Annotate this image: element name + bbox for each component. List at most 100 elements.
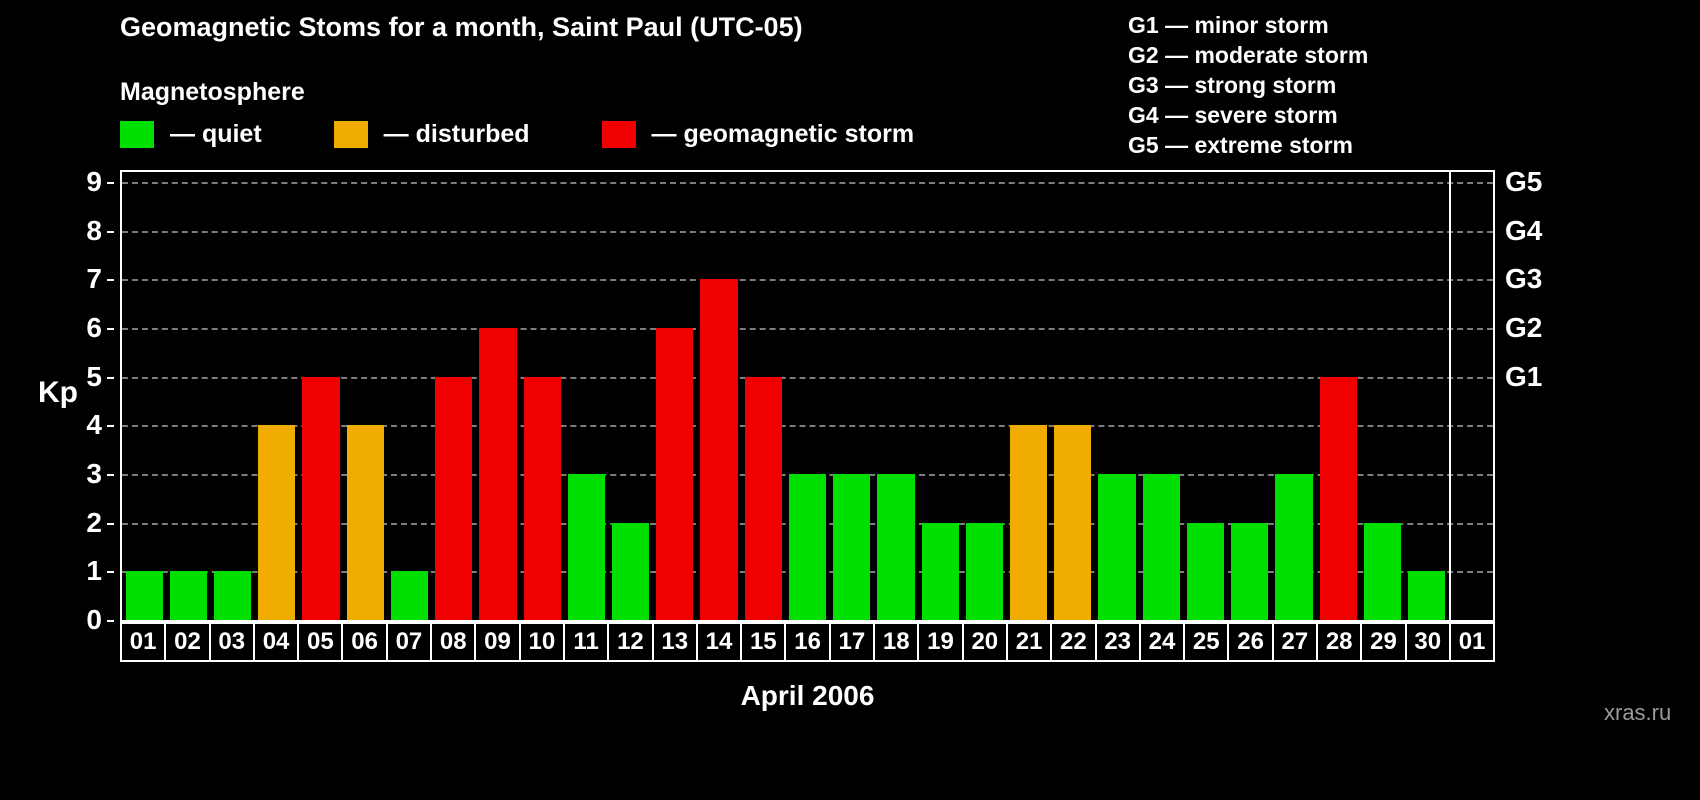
day-cell-05: 05 <box>297 622 344 662</box>
day-cell-25: 25 <box>1183 622 1230 662</box>
y-tick-label-4: 4 <box>86 409 102 441</box>
y-tick-mark-8 <box>107 230 114 233</box>
y-tick-mark-6 <box>107 328 114 330</box>
y-tick-mark-4 <box>107 425 114 428</box>
kp-bar-day-21 <box>1010 425 1048 620</box>
y-tick-mark-1 <box>107 571 114 574</box>
y-tick-mark-9 <box>107 182 114 184</box>
day-cell-17: 17 <box>828 622 876 662</box>
y-tick-mark-0 <box>107 620 114 622</box>
kp-bar-day-27 <box>1275 474 1313 620</box>
day-cell-01: 01 <box>120 622 167 662</box>
y-tick-label-9: 9 <box>86 166 102 197</box>
day-cell-21: 21 <box>1005 622 1053 662</box>
kp-bar-day-03 <box>213 571 252 620</box>
storm-scale-legend: G1 — minor storm G2 — moderate storm G3 … <box>1128 10 1368 160</box>
y-tick-label-0: 0 <box>86 604 102 635</box>
kp-bar-day-19 <box>921 522 959 620</box>
kp-bar-day-25 <box>1186 522 1225 620</box>
kp-bar-day-04 <box>258 425 296 620</box>
kp-bar-day-23 <box>1098 474 1136 620</box>
gridline-kp-9 <box>122 182 1493 184</box>
kp-bar-day-15 <box>744 376 782 620</box>
day-cell-22: 22 <box>1050 622 1097 662</box>
gridline-kp-8 <box>122 230 1493 233</box>
day-cell-next-month-01: 01 <box>1448 622 1496 662</box>
plot-area <box>120 170 1495 622</box>
day-cell-08: 08 <box>430 622 477 662</box>
storm-scale-g2: G2 — moderate storm <box>1128 42 1369 68</box>
kp-bar-day-22 <box>1054 425 1092 620</box>
day-cell-19: 19 <box>917 622 964 662</box>
kp-bar-day-16 <box>788 474 827 620</box>
day-cell-13: 13 <box>651 622 698 662</box>
y-tick-label-5: 5 <box>86 360 102 392</box>
day-cell-26: 26 <box>1227 622 1274 662</box>
y-axis-labels: 0 1 2 3 4 5 6 7 8 9 <box>56 166 114 635</box>
y-tick-mark-7 <box>107 279 114 282</box>
y-tick-label-1: 1 <box>86 555 102 587</box>
kp-bar-day-14 <box>700 279 738 620</box>
day-cell-11: 11 <box>562 622 610 662</box>
quiet-color-swatch <box>120 121 154 148</box>
chart-title: Geomagnetic Stoms for a month, Saint Pau… <box>120 12 803 42</box>
right-axis-label-g1: G1 <box>1505 360 1543 392</box>
kp-bar-day-20 <box>965 522 1003 620</box>
y-tick-label-2: 2 <box>86 506 102 538</box>
legend-item-storm: — geomagnetic storm <box>601 120 915 149</box>
gridline-kp-5 <box>122 376 1493 379</box>
kp-bar-day-11 <box>567 474 605 620</box>
kp-bar-day-18 <box>877 474 915 620</box>
day-cell-02: 02 <box>164 622 211 662</box>
kp-bar-day-05 <box>302 376 340 620</box>
y-tick-mark-5 <box>107 376 114 379</box>
storm-scale-g3: G3 — strong storm <box>1128 72 1337 98</box>
kp-bar-day-08 <box>435 376 473 620</box>
kp-bar-day-30 <box>1408 571 1446 620</box>
storm-scale-g5: G5 — extreme storm <box>1128 132 1353 158</box>
legend-item-quiet: — quiet <box>120 120 262 149</box>
kp-bar-day-02 <box>169 571 207 620</box>
kp-bar-day-28 <box>1319 376 1357 620</box>
gridline-kp-6 <box>122 328 1493 330</box>
disturbed-color-swatch <box>333 121 368 148</box>
kp-bar-day-13 <box>656 328 694 620</box>
day-cell-09: 09 <box>474 622 521 662</box>
kp-bar-day-12 <box>611 522 650 620</box>
gridline-kp-4 <box>122 425 1493 428</box>
right-axis-label-g5: G5 <box>1505 166 1543 197</box>
y-axis-title: Kp <box>38 376 78 409</box>
kp-bar-day-01 <box>125 571 163 620</box>
storm-label: — geomagnetic storm <box>651 120 915 148</box>
day-cell-03: 03 <box>208 622 255 662</box>
x-axis-title: April 2006 <box>740 680 875 711</box>
kp-bar-day-24 <box>1142 474 1180 620</box>
right-axis-label-g4: G4 <box>1505 214 1543 246</box>
day-cell-20: 20 <box>961 622 1008 662</box>
kp-bar-day-10 <box>523 376 561 620</box>
y-tick-label-3: 3 <box>86 458 102 489</box>
watermark: xras.ru <box>1604 700 1672 725</box>
month-boundary-line <box>1448 172 1451 620</box>
day-cell-12: 12 <box>607 622 654 662</box>
storm-scale-g4: G4 — severe storm <box>1128 102 1338 128</box>
y-tick-mark-3 <box>107 474 114 476</box>
day-cell-04: 04 <box>252 622 300 662</box>
day-cell-29: 29 <box>1360 622 1407 662</box>
y-tick-label-7: 7 <box>86 263 102 295</box>
right-axis-label-g3: G3 <box>1505 263 1543 295</box>
day-cell-30: 30 <box>1404 622 1451 662</box>
y-tick-mark-2 <box>107 522 114 525</box>
day-cell-24: 24 <box>1138 622 1186 662</box>
kp-bar-day-29 <box>1363 522 1402 620</box>
day-cell-06: 06 <box>341 622 388 662</box>
y-tick-label-6: 6 <box>86 312 102 343</box>
kp-bar-day-26 <box>1231 522 1269 620</box>
kp-bar-day-17 <box>833 474 871 620</box>
quiet-label: — quiet <box>170 120 262 148</box>
day-cell-07: 07 <box>385 622 433 662</box>
day-cell-16: 16 <box>784 622 831 662</box>
legend-item-disturbed: — disturbed <box>333 120 530 149</box>
kp-bar-day-06 <box>346 425 384 620</box>
disturbed-label: — disturbed <box>383 120 530 148</box>
